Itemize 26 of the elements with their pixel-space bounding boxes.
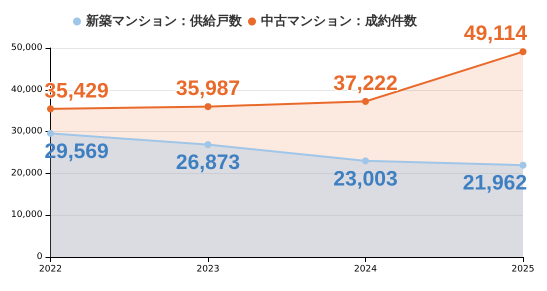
x-tick-label: 2025 [512,264,534,274]
data-label: 35,987 [176,77,240,100]
y-tick-label: 10,000 [10,210,43,220]
data-label: 37,222 [333,72,398,95]
point [204,141,212,148]
y-tick-label: 40,000 [10,84,43,95]
y-tick-label: 20,000 [10,168,43,178]
y-tick-label: 0 [36,252,43,262]
y-tick-label: 50,000 [10,43,43,53]
legend-label: 中古マンション：成約件数 [261,14,418,29]
data-label: 23,003 [333,167,398,190]
point [362,98,369,105]
point [47,130,54,137]
legend-label: 新築マンション：供給戸数 [85,13,243,29]
data-label: 26,873 [176,151,240,174]
x-tick-label: 2024 [354,264,378,274]
point [204,103,212,110]
data-label: 21,962 [462,172,527,195]
point [520,48,526,56]
x-tick-label: 2023 [196,264,220,274]
y-tick-label: 30,000 [10,126,43,137]
data-label: 49,114 [464,22,528,46]
point [362,157,369,164]
point [47,105,54,112]
point [520,162,526,169]
x-tick-label: 2022 [39,264,62,274]
